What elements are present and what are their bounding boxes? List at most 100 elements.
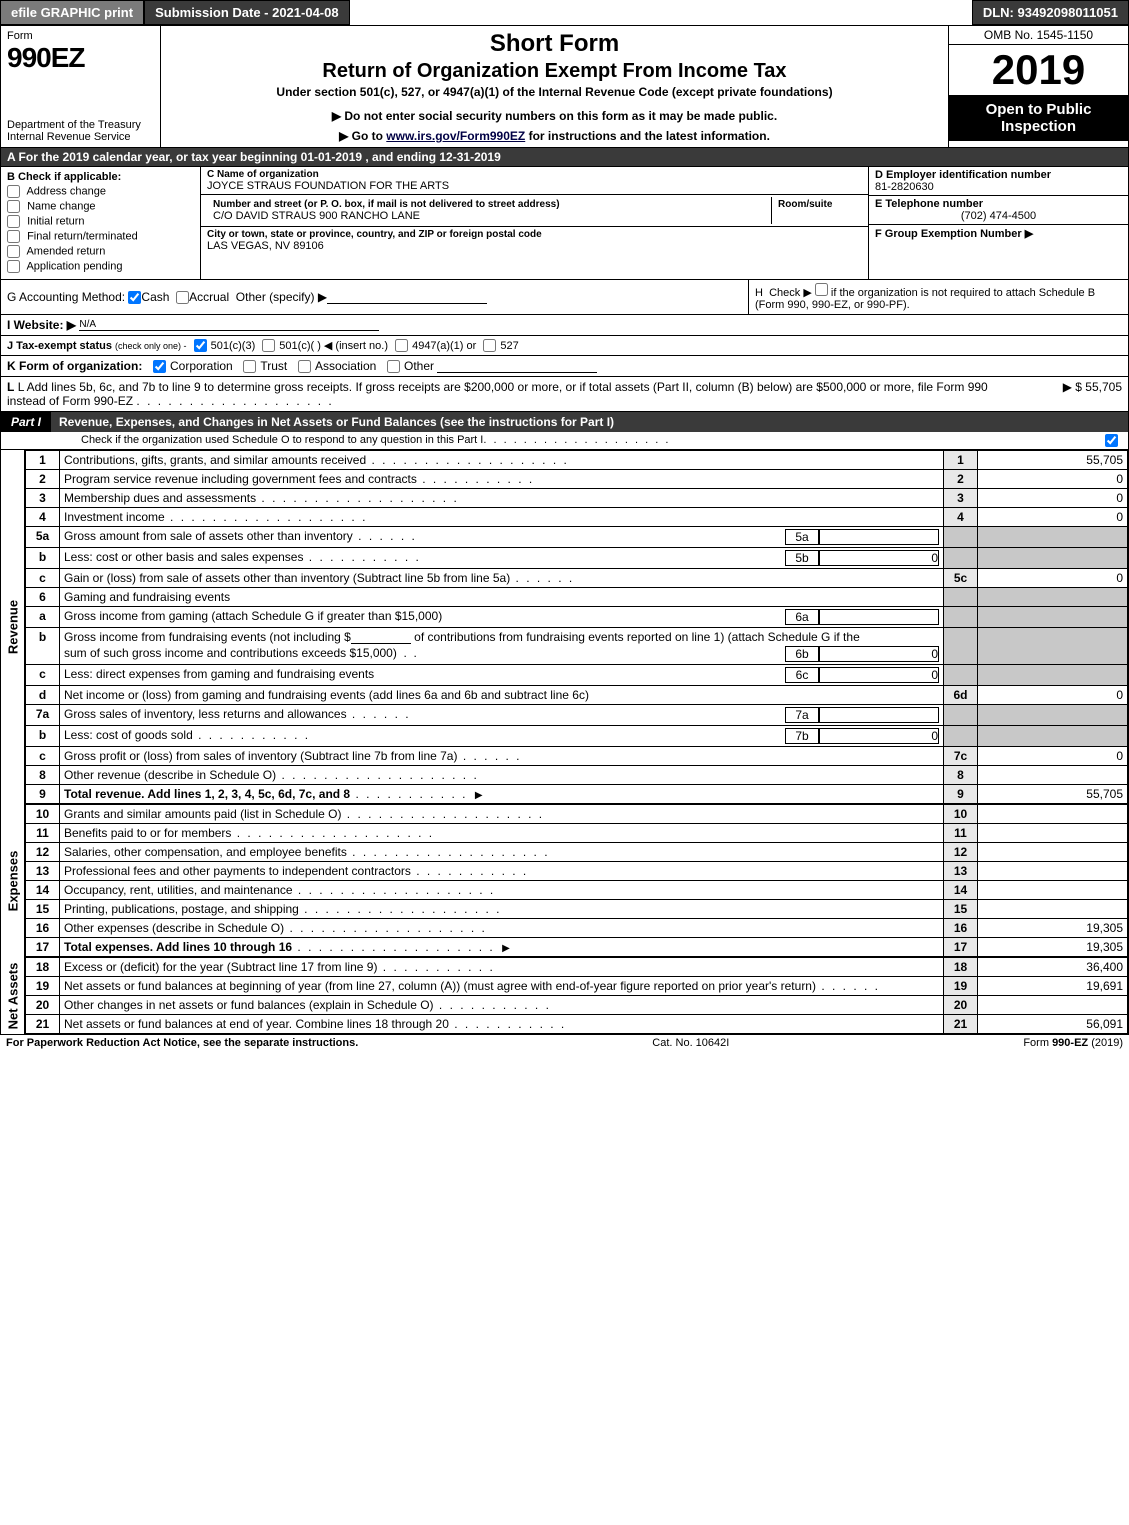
j-4947: 4947(a)(1) or [412,340,476,352]
h-text3: (Form 990, 990-EZ, or 990-PF). [755,299,910,311]
chk-trust[interactable] [243,360,256,373]
chk-application-pending[interactable]: Application pending [7,260,194,273]
h-label: H [755,287,763,299]
goto-line: ▶ Go to www.irs.gov/Form990EZ for instru… [169,129,940,143]
k-label: K Form of organization: [7,359,142,373]
j-sub: (check only one) - [115,341,187,351]
row-4: 4Investment income40 [26,508,1128,527]
form-header: Form 990EZ Department of the Treasury In… [1,26,1128,148]
row-1: 1Contributions, gifts, grants, and simil… [26,451,1128,470]
chk-527[interactable] [483,339,496,352]
f-label: F Group Exemption Number ▶ [875,227,1122,240]
org-address: C/O DAVID STRAUS 900 RANCHO LANE [213,210,765,222]
e-label: E Telephone number [875,198,1122,210]
b-heading: B Check if applicable: [7,171,194,183]
goto-post: for instructions and the latest informat… [525,129,770,143]
k-trust: Trust [260,359,287,373]
chk-final-return[interactable]: Final return/terminated [7,230,194,243]
title-under-section: Under section 501(c), 527, or 4947(a)(1)… [169,85,940,99]
part-1-header: Part I Revenue, Expenses, and Changes in… [1,412,1128,432]
row-21: 21Net assets or fund balances at end of … [26,1015,1128,1034]
section-b-through-f: B Check if applicable: Address change Na… [1,167,1128,280]
row-6d: dNet income or (loss) from gaming and fu… [26,686,1128,705]
row-5c: cGain or (loss) from sale of assets othe… [26,569,1128,588]
chk-cash[interactable] [128,291,141,304]
row-3: 3Membership dues and assessments30 [26,489,1128,508]
part-1-sub: Check if the organization used Schedule … [81,434,483,447]
tax-year: 2019 [949,45,1128,95]
addr-label: Number and street (or P. O. box, if mail… [213,199,765,210]
row-18: 18Excess or (deficit) for the year (Subt… [26,958,1128,977]
dln-label: DLN: 93492098011051 [972,0,1129,25]
row-5b: bLess: cost or other basis and sales exp… [26,548,1128,569]
chk-h[interactable] [815,283,828,296]
i-label: I Website: ▶ [7,318,76,332]
open-to-public: Open to Public Inspection [949,95,1128,141]
chk-name-change[interactable]: Name change [7,200,194,213]
row-13: 13Professional fees and other payments t… [26,862,1128,881]
k-other: Other [404,359,434,373]
chk-initial-return[interactable]: Initial return [7,215,194,228]
netassets-table: 18Excess or (deficit) for the year (Subt… [25,957,1128,1034]
org-city: LAS VEGAS, NV 89106 [207,240,862,252]
l-amount: ▶ $ 55,705 [1002,380,1122,408]
part-1-tag: Part I [1,412,51,432]
row-11: 11Benefits paid to or for members11 [26,824,1128,843]
goto-pre: ▶ Go to [339,129,386,143]
chk-assoc[interactable] [298,360,311,373]
row-12: 12Salaries, other compensation, and empl… [26,843,1128,862]
top-bar: efile GRAPHIC print Submission Date - 20… [0,0,1129,25]
irs-link[interactable]: www.irs.gov/Form990EZ [386,129,525,143]
part-1-title: Revenue, Expenses, and Changes in Net As… [51,412,1128,432]
g-accrual: Accrual [189,290,229,304]
row-6: 6Gaming and fundraising events [26,588,1128,607]
dept-treasury: Department of the Treasury [7,119,154,131]
ein-value: 81-2820630 [875,181,1122,193]
phone-value: (702) 474-4500 [875,210,1122,222]
j-527: 527 [500,340,518,352]
dept-irs: Internal Revenue Service [7,131,154,143]
g-other: Other (specify) ▶ [236,290,327,304]
row-10: 10Grants and similar amounts paid (list … [26,805,1128,824]
city-label: City or town, state or province, country… [207,229,862,240]
row-6a: aGross income from gaming (attach Schedu… [26,607,1128,628]
line-a: A For the 2019 calendar year, or tax yea… [1,148,1128,167]
omb-number: OMB No. 1545-1150 [949,26,1128,45]
row-6b: b Gross income from fundraising events (… [26,628,1128,665]
chk-other[interactable] [387,360,400,373]
j-501c: 501(c)( ) ◀ (insert no.) [279,339,388,352]
website-value: N/A [79,319,379,331]
footer-left: For Paperwork Reduction Act Notice, see … [6,1037,358,1049]
row-19: 19Net assets or fund balances at beginni… [26,977,1128,996]
chk-corp[interactable] [153,360,166,373]
row-17: 17Total expenses. Add lines 10 through 1… [26,938,1128,957]
row-7c: cGross profit or (loss) from sales of in… [26,747,1128,766]
title-return: Return of Organization Exempt From Incom… [169,60,940,83]
row-8: 8Other revenue (describe in Schedule O)8 [26,766,1128,785]
row-16: 16Other expenses (describe in Schedule O… [26,919,1128,938]
row-14: 14Occupancy, rent, utilities, and mainte… [26,881,1128,900]
h-check: Check ▶ [769,287,812,299]
chk-accrual[interactable] [176,291,189,304]
title-short-form: Short Form [169,30,940,58]
chk-501c3[interactable] [194,339,207,352]
chk-amended-return[interactable]: Amended return [7,245,194,258]
revenue-table: 1Contributions, gifts, grants, and simil… [25,450,1128,804]
chk-4947[interactable] [395,339,408,352]
form-number: 990EZ [7,42,154,74]
k-corp: Corporation [170,359,233,373]
efile-print-button[interactable]: efile GRAPHIC print [0,0,144,25]
row-5a: 5aGross amount from sale of assets other… [26,527,1128,548]
g-label: G Accounting Method: [7,290,125,304]
org-name: JOYCE STRAUS FOUNDATION FOR THE ARTS [207,180,862,192]
form-word: Form [7,30,154,42]
chk-501c[interactable] [262,339,275,352]
chk-schedule-o[interactable] [1105,434,1118,447]
footer-right: Form 990-EZ (2019) [1023,1037,1123,1049]
chk-address-change[interactable]: Address change [7,185,194,198]
row-15: 15Printing, publications, postage, and s… [26,900,1128,919]
room-label: Room/suite [778,199,856,210]
d-label: D Employer identification number [875,169,1122,181]
page-footer: For Paperwork Reduction Act Notice, see … [0,1035,1129,1051]
k-assoc: Association [315,359,376,373]
